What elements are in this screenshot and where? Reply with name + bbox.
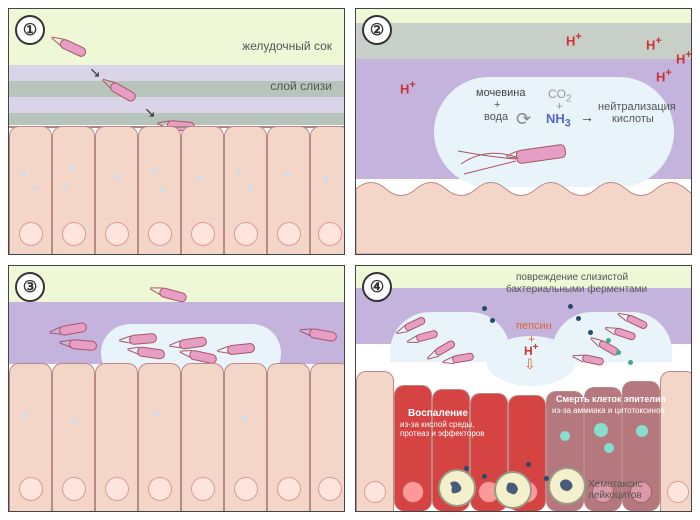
label-water: вода xyxy=(484,111,508,123)
label-damage2: бактериальными ферментами xyxy=(506,284,647,295)
epithelium-surface xyxy=(356,174,692,254)
label-pepsin: пепсин xyxy=(516,320,552,332)
label-plus: + xyxy=(494,99,500,111)
label-urea: мочевина xyxy=(476,87,525,99)
label-death2: из-за аммиака и цитотоксинов xyxy=(552,406,665,415)
panel-2: ② H+ H+ H+ H+ H+ H+ мочевина + вода CO2 … xyxy=(355,8,692,255)
badge-3: ③ xyxy=(15,272,45,302)
panel-3: ③ xyxy=(8,265,345,512)
leukocyte xyxy=(548,467,586,505)
badge-1: ① xyxy=(15,15,45,45)
label-damage1: повреждение слизистой xyxy=(516,272,628,283)
arrow-icon: → xyxy=(580,109,594,125)
label-neutral2: кислоты xyxy=(612,113,654,125)
leukocyte xyxy=(494,471,532,509)
h-plus: H+ xyxy=(656,67,672,84)
h-plus: H+ xyxy=(646,35,662,52)
badge-2: ② xyxy=(362,15,392,45)
label-inflam1: Воспаление xyxy=(408,408,468,419)
mucus-3 xyxy=(9,97,344,113)
arrow-icon: ⟳ xyxy=(516,109,531,130)
h-plus: H+ xyxy=(566,31,582,48)
label-inflam3: протеаз и эффекторов xyxy=(400,429,484,438)
h-plus: H+ xyxy=(676,49,692,66)
h-plus: H+ xyxy=(400,79,416,96)
down-arrow-icon: ⇩ xyxy=(524,356,536,373)
label-death1: Смерть клеток эпителия xyxy=(556,394,666,404)
label-nh3: NH3 xyxy=(546,111,571,130)
label-mucus: слой слизи xyxy=(270,79,332,93)
arrow-icon: ↘ xyxy=(144,104,156,121)
badge-4: ④ xyxy=(362,272,392,302)
panel-4: ④ повреждение слизистой бактериальными ф… xyxy=(355,265,692,512)
label-juice: желудочный сок xyxy=(242,39,332,53)
label-neutral1: нейтрализация xyxy=(598,101,676,113)
panel-1: ① желудочный сок слой слизи клетки эпите… xyxy=(8,8,345,255)
label-inflam2: из-за кислой среды, xyxy=(400,420,474,429)
label-chemo: Хемотаксис лейкоцитов xyxy=(588,479,691,501)
leukocyte xyxy=(438,469,476,507)
arrow-icon: ↘ xyxy=(89,64,101,81)
